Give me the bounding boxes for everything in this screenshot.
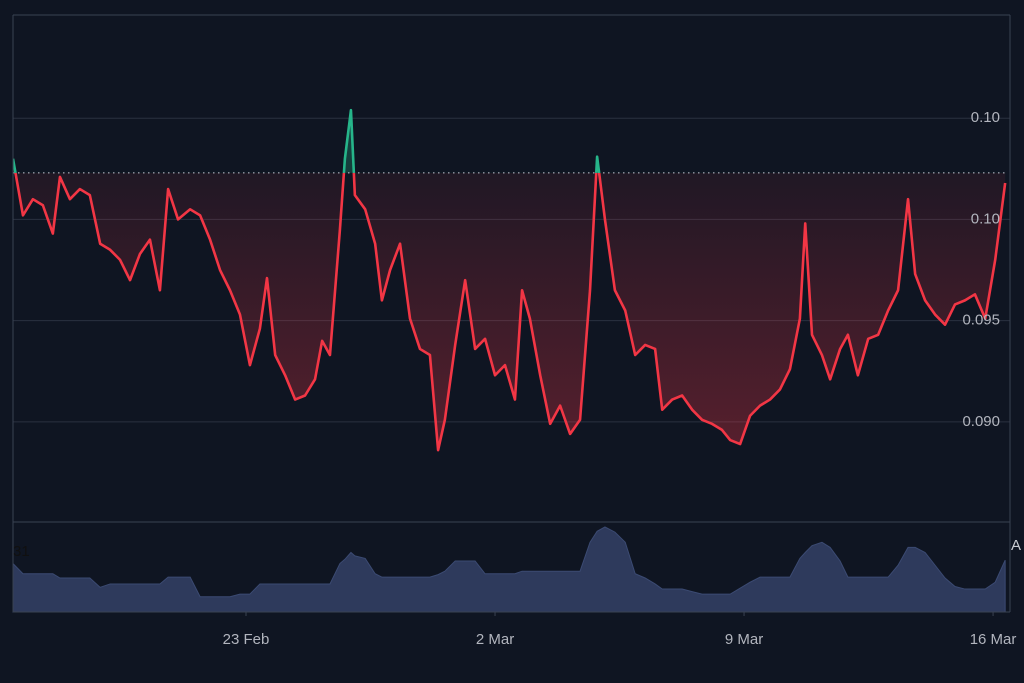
volume-area bbox=[12, 526, 1006, 613]
volume-pane-label: A bbox=[1011, 537, 1021, 554]
price-line-below bbox=[14, 172, 1007, 452]
plot-area bbox=[12, 108, 1008, 613]
x-tick-label: 23 Feb bbox=[223, 631, 270, 648]
y-tick-label: 0.10 bbox=[971, 109, 1000, 126]
y-tick-label: 0.10 bbox=[971, 210, 1000, 227]
x-tick-label: 16 Mar bbox=[970, 631, 1017, 648]
x-tick-label: 9 Mar bbox=[725, 631, 763, 648]
area-below-baseline bbox=[15, 172, 1006, 451]
volume-pane-label: 31 bbox=[13, 543, 30, 560]
y-tick-label: 0.095 bbox=[962, 312, 1000, 329]
labels: 0.10 0.10 0.095 0.090 23 Feb 2 Mar 9 Mar 16 Mar… bbox=[13, 109, 1021, 648]
x-tick-label: 2 Mar bbox=[476, 631, 514, 648]
y-tick-label: 0.090 bbox=[962, 413, 1000, 430]
